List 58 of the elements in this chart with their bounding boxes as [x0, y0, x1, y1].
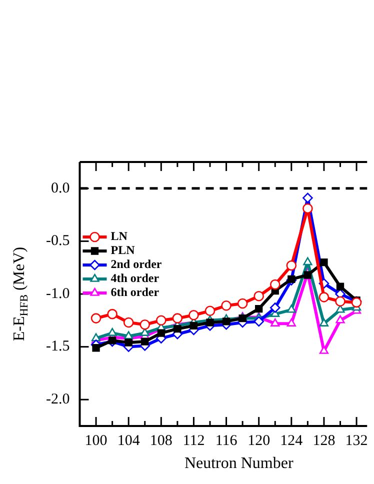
point: [336, 282, 344, 290]
point: [108, 328, 117, 336]
x-tick-label: 132: [345, 432, 368, 449]
point: [302, 203, 313, 214]
y-tick-label: -0.5: [46, 233, 70, 250]
point: [123, 317, 134, 328]
x-tick-label: 100: [84, 432, 108, 449]
x-axis-title: Neutron Number: [184, 455, 294, 472]
point: [255, 304, 263, 313]
point: [141, 338, 149, 346]
point: [237, 298, 248, 309]
point: [336, 315, 345, 324]
point: [157, 329, 165, 337]
point: [270, 302, 280, 313]
legend-label: LN: [110, 229, 128, 244]
x-tick-label: 108: [150, 432, 172, 449]
x-tick-label: 116: [215, 432, 238, 449]
x-tick-label: 128: [312, 432, 336, 449]
x-tick-label: 104: [117, 432, 140, 449]
point: [254, 316, 264, 327]
y-axis-title: E-EHFB (MeV): [11, 246, 31, 342]
point: [140, 319, 150, 330]
point: [204, 306, 216, 316]
y-tick-label: 0.0: [50, 180, 70, 196]
point: [286, 318, 296, 326]
x-tick-label: 124: [280, 432, 304, 449]
point: [320, 258, 328, 266]
point: [221, 300, 232, 311]
y-tick-label: -2.0: [46, 392, 70, 408]
legend-label: 4th order: [110, 271, 160, 286]
point: [172, 313, 183, 324]
point: [303, 257, 312, 266]
point: [319, 318, 329, 326]
point: [92, 344, 100, 352]
point: [254, 290, 264, 302]
point: [108, 336, 116, 344]
point: [318, 292, 330, 302]
point: [90, 313, 102, 324]
point: [174, 325, 182, 333]
point: [286, 304, 296, 313]
point: [107, 308, 118, 320]
point: [270, 279, 280, 290]
point: [270, 318, 280, 326]
x-tick-label: 120: [248, 432, 270, 449]
legend-label: PLN: [110, 243, 136, 258]
point: [188, 310, 199, 320]
y-tick-label: -1.0: [46, 286, 70, 302]
legend-label: 6th order: [110, 285, 160, 300]
point: [335, 296, 346, 307]
point: [319, 346, 329, 354]
point: [156, 315, 166, 326]
x-tick-label: 112: [182, 432, 205, 449]
point: [304, 271, 312, 279]
point: [286, 260, 297, 271]
y-tick-label: -1.5: [46, 338, 70, 355]
point: [190, 322, 198, 330]
legend-label: 2nd order: [110, 257, 162, 272]
point: [124, 338, 132, 346]
